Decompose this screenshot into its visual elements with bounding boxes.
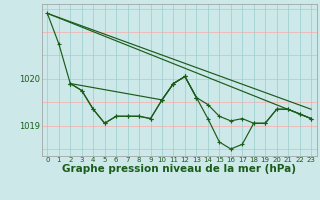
X-axis label: Graphe pression niveau de la mer (hPa): Graphe pression niveau de la mer (hPa) bbox=[62, 164, 296, 174]
